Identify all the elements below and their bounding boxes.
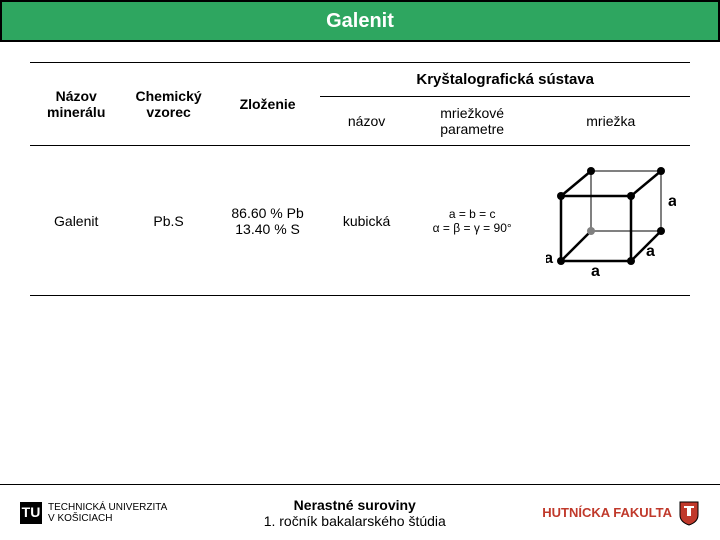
university-name-line2: V KOŠICIACH <box>48 513 167 524</box>
page-title: Galenit <box>326 10 394 33</box>
cell-params: a = b = c α = β = γ = 90° <box>413 146 532 296</box>
cube-label-right: a <box>668 193 676 210</box>
footer-right: HUTNÍCKA FAKULTA <box>542 500 700 526</box>
cell-lattice: a a a a <box>532 146 690 296</box>
footer: ТU TECHNICKÁ UNIVERZITA V KOŠICIACH Nera… <box>0 484 720 540</box>
footer-center-title: Nerastné suroviny <box>264 497 446 513</box>
tu-logo-icon: ТU <box>20 502 42 524</box>
cell-composition: 86.60 % Pb 13.40 % S <box>215 146 321 296</box>
cell-system: kubická <box>320 146 412 296</box>
university-name-line1: TECHNICKÁ UNIVERZITA <box>48 502 167 513</box>
col-header-composition: Zloženie <box>215 63 321 146</box>
col-subheader-lattice: mriežka <box>532 97 690 146</box>
faculty-shield-icon <box>678 500 700 526</box>
cell-params-line2: α = β = γ = 90° <box>417 221 528 235</box>
cell-params-line1: a = b = c <box>417 207 528 221</box>
col-header-formula: Chemický vzorec <box>122 63 214 146</box>
col-header-crystal-system-spanner: Kryštalografická sústava <box>320 63 690 97</box>
table-container: Názov minerálu Chemický vzorec Zloženie … <box>0 42 720 296</box>
cell-mineral: Galenit <box>30 146 122 296</box>
faculty-name: HUTNÍCKA FAKULTA <box>542 505 672 520</box>
footer-center: Nerastné suroviny 1. ročník bakalarského… <box>264 497 446 529</box>
cubic-lattice-icon: a a a a <box>546 161 676 281</box>
col-subheader-params: mriežkové parametre <box>413 97 532 146</box>
cube-label-bottom: a <box>591 263 600 280</box>
col-header-mineral: Názov minerálu <box>30 63 122 146</box>
cube-label-depth: a <box>646 243 655 260</box>
footer-center-subtitle: 1. ročník bakalarského štúdia <box>264 513 446 529</box>
mineral-table: Názov minerálu Chemický vzorec Zloženie … <box>30 62 690 296</box>
university-name: TECHNICKÁ UNIVERZITA V KOŠICIACH <box>48 502 167 524</box>
cell-formula: Pb.S <box>122 146 214 296</box>
title-bar: Galenit <box>0 0 720 42</box>
table-row: Galenit Pb.S 86.60 % Pb 13.40 % S kubick… <box>30 146 690 296</box>
col-subheader-name: názov <box>320 97 412 146</box>
footer-left-logo: ТU TECHNICKÁ UNIVERZITA V KOŠICIACH <box>20 502 167 524</box>
cube-label-left: a <box>546 250 553 267</box>
